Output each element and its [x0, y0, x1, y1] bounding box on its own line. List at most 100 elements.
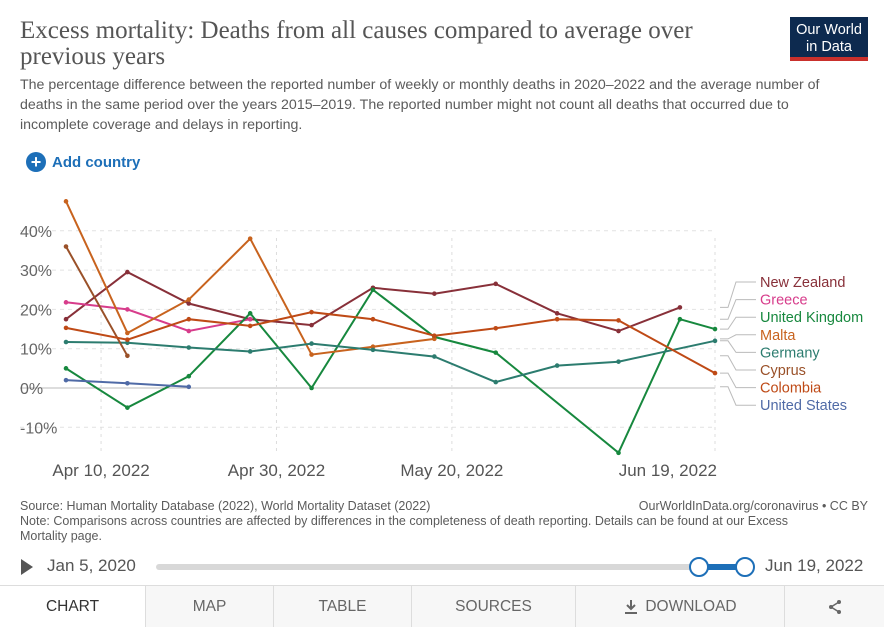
x-tick-label: Apr 10, 2022 — [52, 461, 149, 480]
data-point — [186, 301, 192, 306]
add-country-button[interactable]: + Add country — [26, 152, 140, 172]
data-point — [309, 341, 314, 346]
legend-label: Cyprus — [760, 363, 806, 379]
series-line — [65, 301, 251, 333]
x-tick-label: May 20, 2022 — [400, 461, 503, 480]
source-text: Source: Human Mortality Database (2022),… — [20, 499, 431, 513]
data-point — [370, 344, 376, 350]
play-icon[interactable] — [21, 559, 33, 575]
y-tick-label: 40% — [20, 224, 52, 241]
tab-bar: CHART MAP TABLE SOURCES DOWNLOAD — [0, 585, 884, 627]
data-point — [247, 349, 253, 354]
x-tick-label: Apr 30, 2022 — [228, 461, 325, 480]
data-point — [309, 352, 314, 357]
data-point — [370, 287, 376, 293]
series-line — [65, 246, 129, 357]
logo-line-1: Our World — [796, 22, 862, 38]
data-point — [493, 325, 499, 331]
legend-connector — [720, 281, 756, 308]
owid-logo[interactable]: Our World in Data — [790, 17, 868, 61]
data-point — [554, 363, 560, 368]
chart-subtitle: The percentage difference between the re… — [20, 77, 820, 133]
data-point — [125, 269, 130, 275]
data-point — [186, 345, 192, 350]
data-point — [125, 337, 130, 342]
legend-connector — [720, 355, 756, 371]
data-point — [712, 370, 718, 376]
legend-label: Greece — [760, 293, 808, 309]
series-line — [65, 270, 681, 333]
y-axis-ticks: -10% 0% 10% 20% 30% 40% — [20, 224, 57, 437]
data-point — [554, 316, 560, 322]
data-point — [677, 305, 683, 310]
chart-title: Excess mortality: Deaths from all causes… — [20, 17, 693, 70]
add-country-label: Add country — [52, 153, 141, 171]
data-point — [712, 326, 718, 332]
data-point — [186, 316, 192, 322]
data-point — [186, 373, 192, 379]
chart-grid — [20, 230, 716, 455]
data-point — [125, 307, 130, 312]
legend-connector — [720, 316, 756, 330]
tab-table-label: TABLE — [318, 597, 367, 615]
legend-label: Colombia — [760, 381, 822, 397]
data-point — [432, 354, 437, 359]
data-point — [616, 318, 621, 323]
x-tick-label: Jun 19, 2022 — [619, 461, 717, 480]
chart-footer: Source: Human Mortality Database (2022),… — [20, 499, 870, 544]
tab-chart[interactable]: CHART — [0, 586, 146, 627]
data-point — [370, 347, 376, 353]
data-point — [63, 366, 69, 371]
data-point — [712, 338, 718, 344]
y-tick-label: 30% — [20, 263, 52, 280]
note-text: Note: Comparisons across countries are a… — [20, 514, 789, 543]
timeline-end-handle[interactable] — [735, 557, 755, 577]
tab-download[interactable]: DOWNLOAD — [576, 586, 785, 627]
timeline-end-date: Jun 19, 2022 — [765, 556, 864, 575]
legend-connector — [720, 334, 756, 340]
logo-line-2: in Data — [806, 39, 852, 55]
legend-connector — [720, 340, 756, 353]
legend-label: United Kingdom — [760, 310, 863, 326]
tab-share[interactable] — [785, 586, 884, 627]
tab-map-label: MAP — [192, 597, 227, 615]
data-point — [186, 328, 192, 334]
tab-sources[interactable]: SOURCES — [412, 586, 576, 627]
tab-sources-label: SOURCES — [455, 597, 532, 615]
legend-connector — [720, 299, 756, 320]
data-point — [432, 336, 437, 342]
data-point — [616, 359, 621, 364]
tab-table[interactable]: TABLE — [274, 586, 412, 627]
data-point — [247, 323, 253, 329]
data-point — [125, 380, 130, 386]
data-point — [493, 281, 499, 287]
plus-circle-icon: + — [26, 152, 46, 172]
data-point — [309, 322, 314, 328]
legend-connector — [720, 372, 756, 389]
data-point — [309, 309, 314, 315]
data-point — [616, 328, 621, 334]
data-point — [616, 450, 621, 456]
data-point — [247, 236, 253, 241]
timeline-start-date: Jan 5, 2020 — [47, 556, 136, 575]
data-point — [309, 385, 314, 391]
tab-map[interactable]: MAP — [146, 586, 274, 627]
timeline-track[interactable] — [156, 564, 746, 570]
data-point — [63, 325, 69, 331]
tab-chart-label: CHART — [45, 597, 100, 615]
timeline-start-handle[interactable] — [689, 557, 709, 577]
chart-series — [63, 199, 718, 456]
share-icon — [828, 599, 841, 614]
data-point — [63, 339, 69, 345]
source-link[interactable]: OurWorldInData.org/coronavirus • CC BY — [638, 499, 868, 513]
legend-label: New Zealand — [760, 275, 845, 291]
data-point — [63, 199, 69, 204]
data-point — [125, 340, 130, 346]
data-point — [125, 405, 130, 410]
timeline-selected-range — [698, 564, 746, 570]
data-point — [432, 291, 437, 296]
data-point — [493, 350, 499, 355]
data-point — [247, 311, 253, 316]
data-point — [370, 316, 376, 322]
